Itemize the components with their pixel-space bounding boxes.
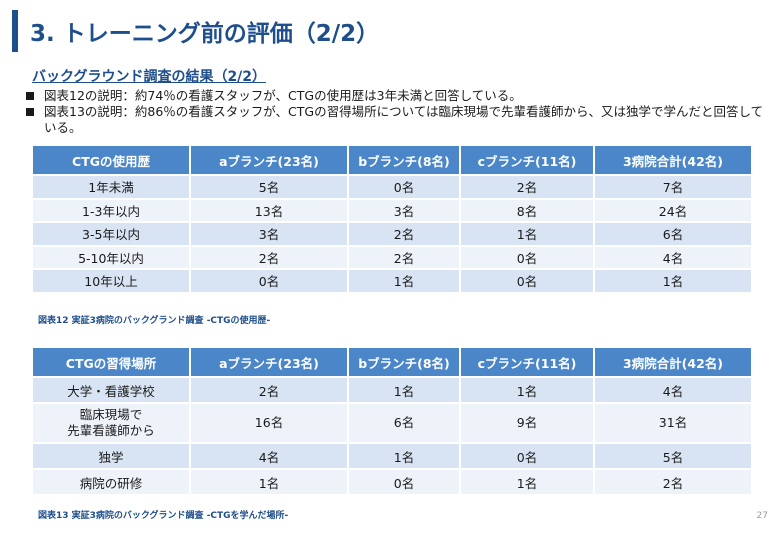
page-title: 3. トレーニング前の評価（2/2） [30, 21, 380, 47]
table-cell: 臨床現場で 先輩看護師から [33, 404, 189, 442]
table-cell: 4名 [595, 378, 751, 402]
column-header: cブランチ(11名) [461, 348, 593, 376]
table-cell: 1名 [461, 223, 593, 245]
column-header: CTGの使用歴 [33, 146, 189, 174]
table-cell: 31名 [595, 404, 751, 442]
column-header: cブランチ(11名) [461, 146, 593, 174]
table-cell: 0名 [349, 470, 459, 494]
table-cell: 1名 [461, 470, 593, 494]
table-cell: 2名 [191, 246, 347, 268]
table-cell: 1名 [595, 270, 751, 292]
ctg-usage-history-table: CTGの使用歴 aブランチ(23名) bブランチ(8名) cブランチ(11名) … [31, 144, 753, 294]
table-row: 5-10年以内 2名 2名 0名 4名 [33, 246, 751, 268]
table-row: 1-3年以内 13名 3名 8名 24名 [33, 199, 751, 221]
table-cell: 1年未満 [33, 176, 189, 198]
table-cell: 0名 [349, 176, 459, 198]
square-bullet-icon [26, 108, 34, 116]
table-cell: 2名 [595, 470, 751, 494]
table-cell: 1名 [191, 470, 347, 494]
table-cell: 0名 [191, 270, 347, 292]
table-cell: 2名 [461, 176, 593, 198]
table-cell: 1名 [349, 444, 459, 468]
table-cell: 1-3年以内 [33, 199, 189, 221]
table-cell: 6名 [349, 404, 459, 442]
table-row: 臨床現場で 先輩看護師から 16名 6名 9名 31名 [33, 404, 751, 442]
table-cell: 2名 [349, 223, 459, 245]
table-cell: 16名 [191, 404, 347, 442]
table-cell: 1名 [349, 378, 459, 402]
table-caption: 図表13 実証3病院のバックグランド調査 -CTGを学んだ場所- [38, 511, 289, 521]
table-cell: 0名 [461, 246, 593, 268]
column-header: bブランチ(8名) [349, 146, 459, 174]
column-header: 3病院合計(42名) [595, 146, 751, 174]
table-cell: 1名 [349, 270, 459, 292]
bullet-text: 図表13の説明：約86％の看護スタッフが、CTGの習得場所については臨床現場で先… [44, 104, 764, 135]
table-cell: 0名 [461, 444, 593, 468]
bullet-text: 図表12の説明：約74％の看護スタッフが、CTGの使用歴は3年未満と回答している… [44, 88, 522, 103]
table-row: 病院の研修 1名 0名 1名 2名 [33, 470, 751, 494]
table-cell: 4名 [191, 444, 347, 468]
table-header-row: CTGの習得場所 aブランチ(23名) bブランチ(8名) cブランチ(11名)… [33, 348, 751, 376]
square-bullet-icon [26, 92, 34, 100]
table-cell: 1名 [461, 378, 593, 402]
table-row: 1年未満 5名 0名 2名 7名 [33, 176, 751, 198]
table-cell: 独学 [33, 444, 189, 468]
table-row: 3-5年以内 3名 2名 1名 6名 [33, 223, 751, 245]
table-cell: 2名 [191, 378, 347, 402]
table-cell: 13名 [191, 199, 347, 221]
column-header: aブランチ(23名) [191, 146, 347, 174]
table-cell: 8名 [461, 199, 593, 221]
table-cell: 10年以上 [33, 270, 189, 292]
title-accent-bar [12, 10, 18, 52]
table-cell: 大学・看護学校 [33, 378, 189, 402]
bullet-list: 図表12の説明：約74％の看護スタッフが、CTGの使用歴は3年未満と回答している… [26, 88, 766, 136]
table-row: 10年以上 0名 1名 0名 1名 [33, 270, 751, 292]
table-cell: 4名 [595, 246, 751, 268]
table-row: 大学・看護学校 2名 1名 1名 4名 [33, 378, 751, 402]
table-cell: 24名 [595, 199, 751, 221]
column-header: aブランチ(23名) [191, 348, 347, 376]
column-header: 3病院合計(42名) [595, 348, 751, 376]
table-cell: 2名 [349, 246, 459, 268]
table-cell: 5名 [191, 176, 347, 198]
table-cell: 3名 [349, 199, 459, 221]
section-subtitle: バックグラウンド調査の結果（2/2） [32, 69, 267, 85]
table-cell: 3名 [191, 223, 347, 245]
table-cell: 0名 [461, 270, 593, 292]
ctg-learning-place-table: CTGの習得場所 aブランチ(23名) bブランチ(8名) cブランチ(11名)… [31, 346, 753, 496]
table-cell: 3-5年以内 [33, 223, 189, 245]
table-cell: 6名 [595, 223, 751, 245]
column-header: bブランチ(8名) [349, 348, 459, 376]
page-number: 27 [756, 511, 768, 521]
table-caption: 図表12 実証3病院のバックグランド調査 -CTGの使用歴- [38, 316, 271, 326]
table-cell: 5名 [595, 444, 751, 468]
bullet-item: 図表12の説明：約74％の看護スタッフが、CTGの使用歴は3年未満と回答している… [26, 88, 766, 104]
table-cell: 7名 [595, 176, 751, 198]
table-header-row: CTGの使用歴 aブランチ(23名) bブランチ(8名) cブランチ(11名) … [33, 146, 751, 174]
table-row: 独学 4名 1名 0名 5名 [33, 444, 751, 468]
table-cell: 病院の研修 [33, 470, 189, 494]
table-cell: 9名 [461, 404, 593, 442]
column-header: CTGの習得場所 [33, 348, 189, 376]
bullet-item: 図表13の説明：約86％の看護スタッフが、CTGの習得場所については臨床現場で先… [26, 104, 766, 136]
table-cell: 5-10年以内 [33, 246, 189, 268]
